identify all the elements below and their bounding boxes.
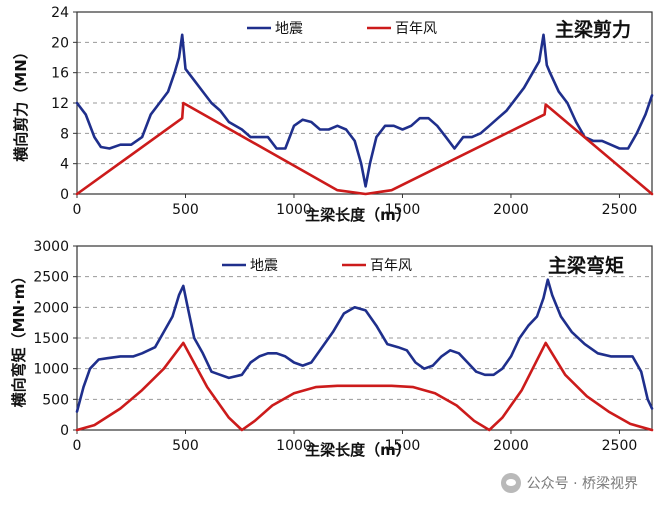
shear-chart: 0 4 8 12 16 20 24 0 500 1000 1500 2000 2500 地震 百年风 主梁剪力… <box>12 5 654 224</box>
x-tick-label: 2500 <box>602 438 638 454</box>
legend-label: 百年风 <box>370 258 412 274</box>
series-line-wind <box>75 341 654 432</box>
chart-title: 主梁弯矩 <box>548 254 624 277</box>
watermark: 公众号 · 桥梁视界 <box>500 473 638 493</box>
watermark-text: 公众号 · 桥梁视界 <box>526 476 638 492</box>
y-tick-label: 0 <box>60 187 69 203</box>
x-tick-label: 0 <box>73 202 82 218</box>
y-tick-label: 1500 <box>33 331 69 347</box>
x-tick-label: 500 <box>172 202 199 218</box>
y-tick-label: 1000 <box>33 362 69 378</box>
y-axis-label: 横向剪力（MN） <box>12 44 30 161</box>
x-tick-label: 1500 <box>385 438 421 454</box>
y-tick-label: 2500 <box>33 270 69 286</box>
x-tick-label: 1000 <box>276 202 312 218</box>
x-tick-label: 2000 <box>493 438 529 454</box>
y-axis-label: 横向弯矩（MN·m） <box>10 269 28 408</box>
legend-label: 地震 <box>250 258 278 274</box>
y-tick-label: 3000 <box>33 239 69 255</box>
series-line-wind <box>75 101 654 196</box>
wechat-icon <box>500 473 521 493</box>
legend-label: 百年风 <box>395 21 437 37</box>
x-axis-label: 主梁长度（m） <box>305 441 411 459</box>
x-axis-label: 主梁长度（m） <box>305 206 411 224</box>
y-tick-label: 12 <box>51 96 69 112</box>
x-tick-label: 1000 <box>276 438 312 454</box>
y-tick-label: 500 <box>42 392 69 408</box>
x-tick-label: 2000 <box>493 202 529 218</box>
series-line-earthquake <box>75 33 654 188</box>
y-tick-label: 16 <box>51 66 69 82</box>
y-tick-label: 24 <box>51 5 69 21</box>
chart-title: 主梁剪力 <box>555 18 631 41</box>
series-line-earthquake <box>75 278 654 413</box>
x-tick-label: 1500 <box>385 202 421 218</box>
y-tick-label: 0 <box>60 423 69 439</box>
y-tick-label: 2000 <box>33 300 69 316</box>
x-tick-label: 2500 <box>602 202 638 218</box>
x-tick-label: 0 <box>73 438 82 454</box>
y-tick-label: 8 <box>60 126 69 142</box>
moment-chart: 0 500 1000 1500 2000 2500 3000 0 500 1000 1500 2000… <box>10 239 654 459</box>
x-tick-label: 500 <box>172 438 199 454</box>
legend-label: 地震 <box>275 21 303 37</box>
y-tick-label: 20 <box>51 35 69 51</box>
y-tick-label: 4 <box>60 157 69 173</box>
